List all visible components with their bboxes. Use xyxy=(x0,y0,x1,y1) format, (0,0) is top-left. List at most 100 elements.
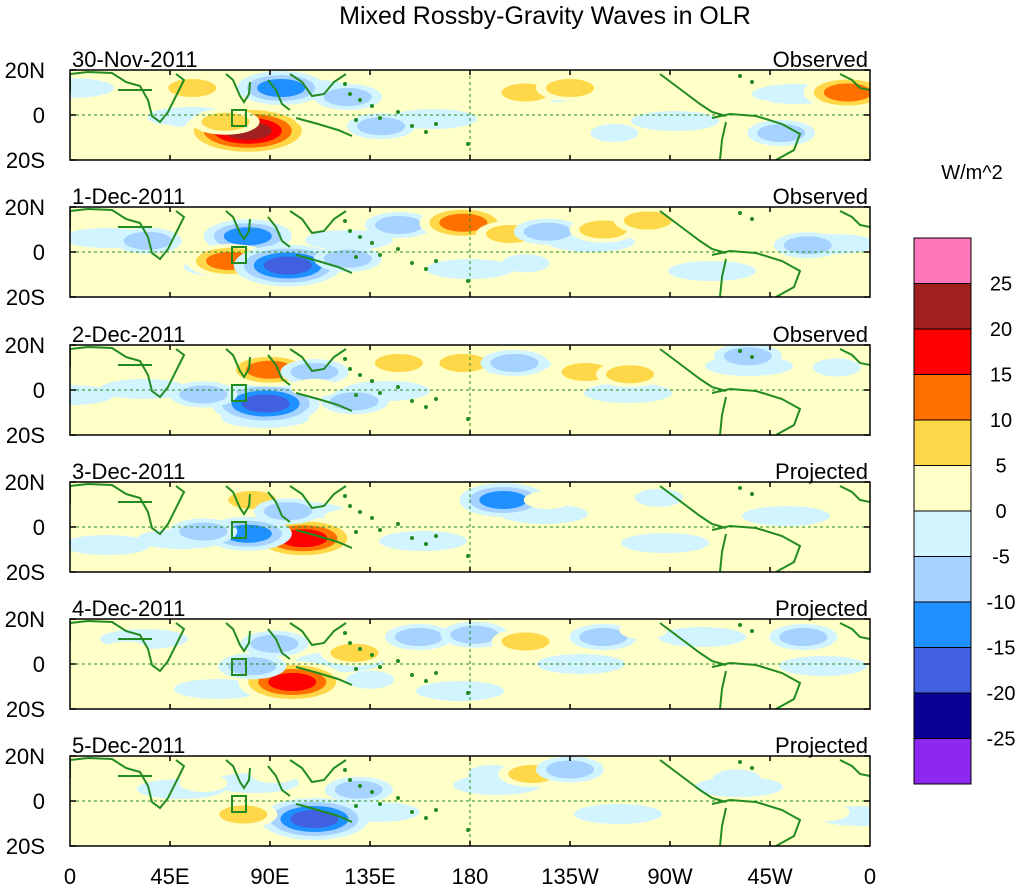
island xyxy=(354,530,358,534)
coastline xyxy=(289,759,347,784)
contour-band xyxy=(783,236,832,255)
longitude-axis: 0 45E 90E 135E 180 135W 90W 45W 0 xyxy=(64,864,876,889)
island xyxy=(348,92,352,96)
contour-band xyxy=(501,632,550,651)
contour-band xyxy=(579,220,628,239)
contour-band xyxy=(179,522,228,541)
lon-label: 90E xyxy=(250,864,289,889)
coastline xyxy=(659,348,727,392)
weak-negative-patch xyxy=(70,535,151,555)
contour-band xyxy=(257,79,306,97)
island xyxy=(750,629,754,633)
contour-band xyxy=(712,227,761,246)
coastline xyxy=(719,670,727,709)
coastlines xyxy=(70,619,870,709)
island xyxy=(410,124,414,128)
weak-negative-patch xyxy=(379,531,467,551)
coastline xyxy=(659,210,727,254)
map-panel: 20N 0 20S 1-Dec-2011 Observed xyxy=(5,184,871,310)
island xyxy=(396,385,400,389)
map-panel: 20N 0 20S 4-Dec-2011 Projected xyxy=(5,596,871,722)
island xyxy=(738,211,742,215)
panel-status: Observed xyxy=(773,322,868,347)
colorbar-box xyxy=(913,374,972,421)
lat-label: 20N xyxy=(5,744,45,769)
contour-band xyxy=(439,354,488,372)
panel-status: Observed xyxy=(773,47,868,72)
contour-band xyxy=(168,79,217,97)
island xyxy=(343,631,347,635)
contour-band xyxy=(219,805,268,824)
colorbar-unit: W/m^2 xyxy=(941,162,1003,184)
island xyxy=(738,760,742,764)
colorbar-box xyxy=(913,419,972,466)
weak-negative-patch xyxy=(100,379,188,399)
panel-date: 1-Dec-2011 xyxy=(72,184,185,209)
island xyxy=(738,349,742,353)
coastline xyxy=(659,73,727,117)
coastline xyxy=(225,622,251,653)
coastline xyxy=(289,210,347,235)
island xyxy=(396,659,400,663)
coastline xyxy=(70,756,186,810)
coastlines xyxy=(70,345,870,435)
contour-band xyxy=(346,670,394,689)
lat-label: 20N xyxy=(5,333,45,358)
contour-band xyxy=(801,803,850,822)
island xyxy=(434,808,438,812)
colorbar-box xyxy=(913,283,972,330)
box-outline xyxy=(231,521,247,539)
island xyxy=(424,405,428,409)
contour-band xyxy=(523,491,572,509)
contour-band xyxy=(357,117,406,136)
coastline xyxy=(70,70,186,124)
coastline xyxy=(267,628,291,660)
contour-band xyxy=(90,261,139,279)
contour-band xyxy=(323,509,372,527)
weak-negative-patch xyxy=(621,533,709,553)
coastline xyxy=(267,79,291,111)
island xyxy=(378,665,382,669)
coastline xyxy=(719,533,727,572)
contour-band xyxy=(546,79,594,97)
weak-negative-patch xyxy=(416,681,504,701)
colorbar-box xyxy=(913,465,972,512)
island xyxy=(750,766,754,770)
weak-negative-patch xyxy=(779,656,867,676)
island xyxy=(738,486,742,490)
coastline xyxy=(719,121,727,160)
contour-band xyxy=(330,643,379,662)
panel-field xyxy=(70,70,870,160)
contour-band xyxy=(394,628,443,646)
contour-band xyxy=(412,760,461,779)
island xyxy=(358,784,362,788)
box-outline xyxy=(231,795,247,813)
panel-date: 4-Dec-2011 xyxy=(72,596,185,621)
contour-band xyxy=(623,211,672,230)
coastline xyxy=(711,387,802,435)
contour-band xyxy=(730,99,779,118)
island xyxy=(434,671,438,675)
coastline xyxy=(267,216,291,248)
coastline xyxy=(839,210,870,228)
coastline xyxy=(711,661,802,709)
island xyxy=(396,247,400,251)
island xyxy=(354,393,358,397)
coastline xyxy=(289,348,347,373)
panel-field xyxy=(70,345,870,435)
contour-band xyxy=(501,254,550,273)
contour-band xyxy=(546,760,594,779)
map-panel: 20N 0 20S 30-Nov-2011 Observed xyxy=(5,47,871,173)
island xyxy=(410,536,414,540)
contour-band xyxy=(579,628,628,646)
map-panel: 20N 0 20S 2-Dec-2011 Observed xyxy=(5,322,871,448)
lat-label: 20N xyxy=(5,58,45,83)
colorbar-label: -5 xyxy=(992,547,1010,569)
island xyxy=(410,673,414,677)
island xyxy=(424,816,428,820)
panel-field xyxy=(70,619,870,709)
contour-band xyxy=(712,769,761,788)
island xyxy=(434,397,438,401)
island xyxy=(358,373,362,377)
